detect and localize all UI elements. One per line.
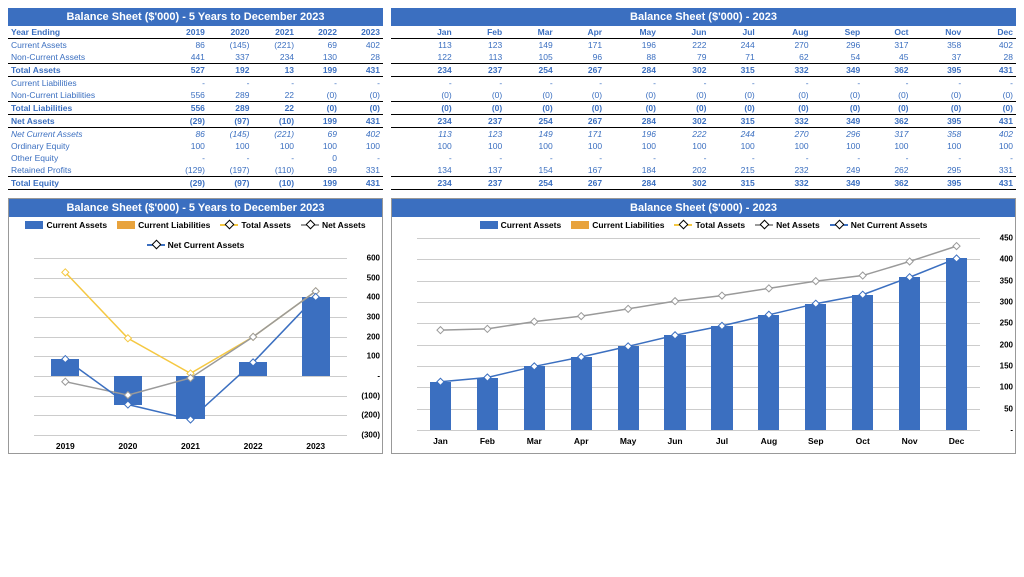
chart-left: Balance Sheet ($'000) - 5 Years to Decem…	[8, 198, 383, 454]
legend-item: Current Liabilities	[571, 220, 664, 230]
month-col: Nov	[912, 26, 965, 39]
legend-item: Net Current Assets	[830, 220, 928, 230]
table-row: 100100100100100100100100100100100100	[391, 140, 1016, 152]
month-col: Mar	[505, 26, 556, 39]
table-row: Other Equity---0-	[8, 152, 383, 164]
table-row: (0)(0)(0)(0)(0)(0)(0)(0)(0)(0)(0)(0)	[391, 102, 1016, 115]
legend-item: Net Assets	[301, 220, 366, 230]
month-col: Oct	[863, 26, 911, 39]
legend-item: Current Assets	[25, 220, 107, 230]
col-header: Year Ending	[8, 26, 163, 39]
table-right: JanFebMarAprMayJunJulAugSepOctNovDec 113…	[391, 26, 1016, 190]
table-right-panel: Balance Sheet ($'000) - 2023 JanFebMarAp…	[391, 8, 1016, 190]
month-col: Jun	[659, 26, 710, 39]
table-row: 234237254267284302315332349362395431	[391, 64, 1016, 77]
table-row: Ordinary Equity100100100100100	[8, 140, 383, 152]
chart-right: Balance Sheet ($'000) - 2023 Current Ass…	[391, 198, 1016, 454]
table-row: 234237254267284302315332349362395431	[391, 115, 1016, 128]
legend-item: Total Assets	[674, 220, 745, 230]
month-col: Dec	[964, 26, 1016, 39]
table-row: ------------	[391, 152, 1016, 164]
legend-item: Net Current Assets	[147, 240, 245, 250]
chart-right-plot: 45040035030025020015010050-JanFebMarAprM…	[392, 233, 1015, 448]
year-col: 2020	[208, 26, 253, 39]
table-row: Current Assets86(145)(221)69402	[8, 39, 383, 52]
year-col: 2019	[163, 26, 208, 39]
chart-left-legend: Current Assets Current Liabilities Total A…	[9, 217, 382, 253]
month-col: Jan	[405, 26, 454, 39]
month-col: May	[605, 26, 659, 39]
table-left-panel: Balance Sheet ($'000) - 5 Years to Decem…	[8, 8, 383, 190]
legend-item: Net Assets	[755, 220, 820, 230]
chart-right-title: Balance Sheet ($'000) - 2023	[392, 199, 1015, 217]
table-row: (0)(0)(0)(0)(0)(0)(0)(0)(0)(0)(0)(0)	[391, 89, 1016, 102]
legend-item: Current Assets	[480, 220, 562, 230]
table-row: Total Liabilities55628922(0)(0)	[8, 102, 383, 115]
month-col: Jul	[709, 26, 757, 39]
table-left-title: Balance Sheet ($'000) - 5 Years to Decem…	[8, 8, 383, 26]
table-row: 122113105968879716254453728	[391, 51, 1016, 64]
table-row: Retained Profits(129)(197)(110)99331	[8, 164, 383, 177]
table-row: 134137154167184202215232249262295331	[391, 164, 1016, 177]
year-col: 2022	[297, 26, 340, 39]
table-row: Current Liabilities-----	[8, 77, 383, 90]
table-row: Non-Current Assets44133723413028	[8, 51, 383, 64]
month-col: Apr	[556, 26, 605, 39]
year-col: 2021	[252, 26, 297, 39]
table-row: ------------	[391, 77, 1016, 90]
table-row: 234237254267284302315332349362395431	[391, 177, 1016, 190]
month-col: Feb	[455, 26, 506, 39]
legend-item: Total Assets	[220, 220, 291, 230]
table-row: Total Assets52719213199431	[8, 64, 383, 77]
month-col: Aug	[758, 26, 812, 39]
chart-left-title: Balance Sheet ($'000) - 5 Years to Decem…	[9, 199, 382, 217]
table-right-title: Balance Sheet ($'000) - 2023	[391, 8, 1016, 26]
year-col: 2023	[340, 26, 383, 39]
table-row: Non-Current Liabilities55628922(0)(0)	[8, 89, 383, 102]
chart-left-plot: 600500400300200100-(100)(200)(300)201920…	[9, 253, 382, 453]
legend-item: Current Liabilities	[117, 220, 210, 230]
table-row: Total Equity(29)(97)(10)199431	[8, 177, 383, 190]
table-row: 113123149171196222244270296317358402	[391, 39, 1016, 52]
table-row: Net Current Assets86(145)(221)69402	[8, 128, 383, 141]
chart-right-legend: Current Assets Current Liabilities Total A…	[392, 217, 1015, 233]
table-left: Year Ending20192020202120222023 Current …	[8, 26, 383, 190]
table-row: Net Assets(29)(97)(10)199431	[8, 115, 383, 128]
table-row: 113123149171196222244270296317358402	[391, 128, 1016, 141]
month-col: Sep	[812, 26, 864, 39]
